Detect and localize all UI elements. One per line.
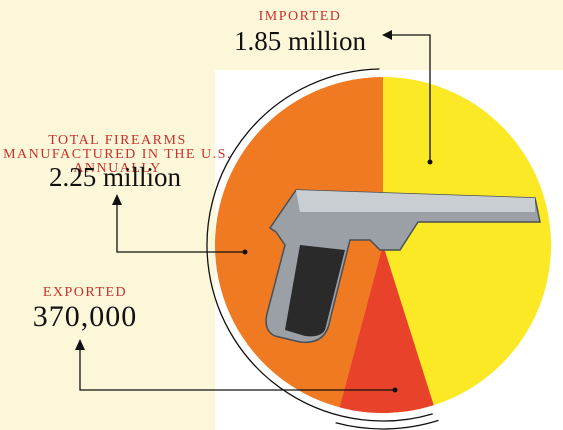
category-label: IMPORTED [258, 9, 342, 24]
pistol [265, 189, 541, 344]
bracket-arc [206, 68, 433, 422]
value-label: 1.85 million [233, 26, 366, 56]
category-label: EXPORTED [42, 285, 128, 300]
value-label: 2.25 million [48, 162, 181, 192]
leader-lines [79, 34, 431, 391]
arrowheads [75, 30, 433, 393]
pie-slice [339, 245, 434, 414]
bracket-arc [335, 419, 439, 430]
value-label: 370,000 [32, 300, 138, 333]
category-label: TOTAL FIREARMS MANUFACTURED IN THE U.S. … [3, 133, 232, 176]
pie-slice [383, 77, 551, 406]
